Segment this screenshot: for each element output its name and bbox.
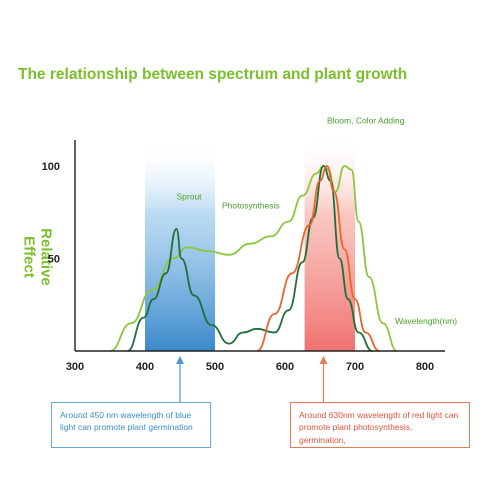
x-tick-label: 300 <box>66 361 84 373</box>
callout-pointer-arrowhead <box>319 356 328 364</box>
annotation-label: Photosynthesis <box>222 201 280 211</box>
series-line-3 <box>256 165 380 352</box>
series-line-2 <box>127 165 373 352</box>
annotation-label: Sprout <box>177 191 203 201</box>
y-tick-label: 100 <box>42 161 60 173</box>
y-tick-label: 50 <box>48 254 60 266</box>
x-tick-label: 700 <box>346 361 364 373</box>
red-light-callout: Around 630nm wavelength of red light can… <box>290 402 470 448</box>
chart-title: The relationship between spectrum and pl… <box>18 66 408 83</box>
series-line-1 <box>109 165 398 352</box>
callout-pointer-arrowhead <box>176 356 184 364</box>
annotation-label: Bloom, Color Adding <box>327 115 405 125</box>
x-tick-label: 400 <box>136 361 154 373</box>
x-tick-label: 500 <box>206 361 224 373</box>
x-tick-label: 600 <box>276 361 294 373</box>
x-tick-label: 800 <box>416 361 434 373</box>
x-axis-label: Wavelength(nm) <box>395 316 457 326</box>
blue-light-callout: Around 450 nm wavelength of blue light c… <box>51 402 211 448</box>
